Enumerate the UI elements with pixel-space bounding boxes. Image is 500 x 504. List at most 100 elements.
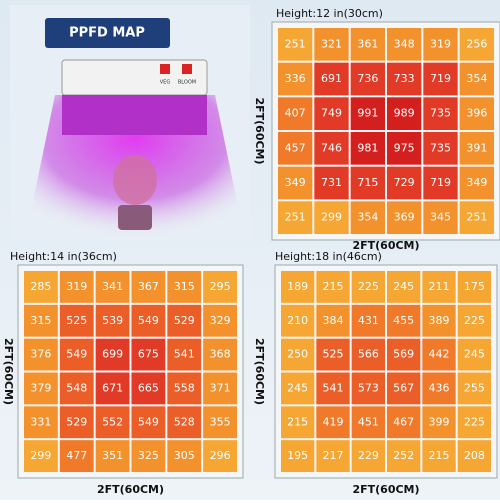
cell [316, 406, 350, 439]
cell-value: 539 [102, 314, 123, 327]
height-label: Height:18 in(46cm) [275, 250, 382, 263]
plant [113, 155, 157, 205]
cell-value: 296 [210, 449, 231, 462]
cell-value: 541 [174, 348, 195, 361]
cell [350, 62, 385, 96]
cell [422, 372, 456, 405]
cell-value: 991 [357, 107, 378, 120]
cell [423, 28, 458, 61]
cell [281, 338, 315, 371]
cell [387, 62, 422, 96]
cell-value: 691 [321, 72, 342, 85]
cell [59, 304, 94, 337]
cell-value: 361 [357, 37, 378, 50]
cell-value: 731 [321, 176, 342, 189]
cell-value: 336 [285, 72, 306, 85]
cell-value: 250 [287, 348, 308, 361]
ppfd-grid: Height:18 in(46cm) 189 215 225 245 211 175 210 3… [253, 250, 498, 496]
title: PPFD MAP [69, 26, 145, 41]
cell-value: 529 [66, 415, 87, 428]
cell [203, 271, 237, 303]
cell [316, 304, 350, 337]
cell [423, 97, 458, 130]
cell [131, 406, 166, 439]
cell [387, 372, 421, 405]
cell-value: 211 [429, 280, 450, 293]
cell-value: 299 [30, 449, 51, 462]
cell [422, 440, 456, 472]
cell-value: 549 [138, 314, 159, 327]
switch-label: BLOOM [178, 80, 196, 86]
cell-value: 407 [285, 107, 306, 120]
cell [59, 271, 94, 303]
title-button [45, 18, 170, 48]
cell [131, 440, 166, 472]
cell [316, 271, 350, 303]
cell-value: 215 [287, 415, 308, 428]
cell [203, 406, 237, 439]
cell-value: 189 [287, 280, 308, 293]
cell-value: 175 [464, 280, 485, 293]
cell [387, 304, 421, 337]
cell-value: 735 [430, 141, 451, 154]
cell [387, 338, 421, 371]
cell [131, 338, 166, 371]
cell [387, 28, 422, 61]
cell-value: 736 [357, 72, 378, 85]
cell-value: 746 [321, 141, 342, 154]
led-panel [62, 95, 207, 135]
cell-value: 251 [285, 37, 306, 50]
cell-value: 528 [174, 415, 195, 428]
cell-value: 442 [429, 348, 450, 361]
cell [59, 372, 94, 405]
cell [387, 97, 422, 130]
cell [387, 201, 422, 234]
cell-value: 566 [358, 348, 379, 361]
cell [351, 338, 385, 371]
side-label: 2FT(60CM) [253, 338, 266, 405]
cell-value: 245 [464, 348, 485, 361]
cell-value: 225 [358, 280, 379, 293]
cell-value: 369 [394, 211, 415, 224]
cell [351, 440, 385, 472]
switch [160, 64, 170, 74]
cell [281, 271, 315, 303]
cell [95, 440, 130, 472]
cell-value: 549 [138, 415, 159, 428]
cell [278, 28, 313, 61]
cell [459, 97, 494, 130]
cell-value: 245 [393, 280, 414, 293]
cell [459, 62, 494, 96]
cell-value: 195 [287, 449, 308, 462]
cell [314, 201, 349, 234]
cell-value: 225 [464, 314, 485, 327]
cell [59, 338, 94, 371]
cell [167, 271, 202, 303]
cell [350, 166, 385, 200]
cell [422, 304, 456, 337]
cell [24, 440, 58, 472]
cell-value: 255 [464, 381, 485, 394]
cell [24, 406, 58, 439]
cell-value: 525 [66, 314, 87, 327]
cell [24, 271, 58, 303]
cell-value: 399 [429, 415, 450, 428]
cell [423, 62, 458, 96]
cell [278, 97, 313, 130]
cell [281, 304, 315, 337]
cell [351, 271, 385, 303]
cell [59, 406, 94, 439]
cell [350, 97, 385, 130]
cell-value: 989 [394, 107, 415, 120]
cell [457, 372, 491, 405]
cell [316, 338, 350, 371]
cell-value: 467 [393, 415, 414, 428]
cell-value: 675 [138, 348, 159, 361]
cell-value: 210 [287, 314, 308, 327]
cell-value: 329 [210, 314, 231, 327]
cell [281, 372, 315, 405]
cell [167, 406, 202, 439]
cell [314, 97, 349, 130]
cell [457, 304, 491, 337]
